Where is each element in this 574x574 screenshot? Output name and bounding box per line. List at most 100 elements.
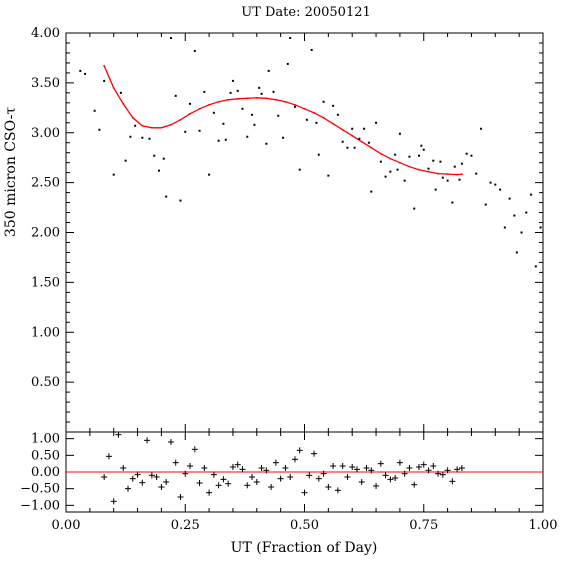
x-axis-label: UT (Fraction of Day)	[231, 540, 378, 556]
residual-point	[144, 437, 151, 444]
residual-point	[101, 474, 108, 480]
residual-point	[358, 479, 365, 485]
residual-point	[110, 498, 117, 505]
main-y-tick-label: 3.00	[31, 126, 60, 141]
residual-point	[229, 464, 236, 470]
fit-curve-point	[170, 123, 172, 126]
data-point	[231, 79, 234, 82]
data-point	[530, 193, 533, 196]
residual-point	[368, 467, 375, 474]
data-point	[515, 251, 518, 254]
data-point	[251, 113, 254, 116]
residual-point	[225, 480, 232, 487]
data-point	[277, 114, 280, 117]
fit-curve-point	[217, 101, 220, 103]
res-y-tick-label: 0.00	[31, 465, 60, 480]
data-point	[394, 153, 397, 156]
fit-curve-point	[284, 101, 287, 103]
fit-curve-point	[322, 116, 325, 119]
data-point	[112, 173, 115, 176]
main-axis-ticks: 0.50 1.00 1.50 2.00 2.50 3.00 3.50 4.00	[31, 26, 544, 432]
residual-point	[301, 489, 308, 496]
data-point	[475, 172, 478, 175]
fit-curve-point	[427, 170, 430, 173]
data-points-layer	[79, 36, 542, 268]
data-point	[408, 155, 411, 158]
data-point	[141, 136, 144, 139]
data-point	[458, 178, 461, 181]
data-point	[315, 121, 318, 124]
data-point	[358, 137, 361, 140]
residual-point	[454, 466, 461, 473]
data-point	[332, 104, 335, 107]
data-point	[470, 154, 473, 157]
residual-point	[306, 472, 313, 479]
data-point	[379, 160, 382, 163]
residual-point	[387, 476, 394, 483]
residual-point	[263, 467, 270, 474]
residual-point	[330, 463, 337, 469]
residual-point	[425, 467, 432, 474]
residual-point	[206, 489, 213, 496]
fit-curve-point	[256, 97, 258, 99]
main-y-tick-label: 1.00	[31, 325, 60, 340]
data-point	[282, 136, 285, 139]
data-point	[494, 183, 497, 186]
residual-point	[411, 481, 418, 488]
fit-curve-point	[198, 108, 201, 110]
data-point	[427, 167, 430, 170]
fit-curve-point	[418, 168, 420, 171]
residual-point	[315, 475, 322, 482]
residual-point	[296, 447, 303, 454]
fit-curve-point	[151, 126, 153, 129]
data-point	[134, 124, 137, 127]
residual-point	[287, 474, 294, 480]
residual-point	[282, 465, 289, 471]
fit-curve-layer	[103, 65, 463, 176]
residual-point	[177, 494, 184, 500]
data-point	[241, 107, 244, 110]
data-point	[165, 195, 168, 198]
data-point	[298, 168, 301, 171]
data-point	[129, 135, 132, 138]
data-point	[98, 128, 101, 131]
data-point	[403, 179, 406, 182]
data-point	[417, 154, 420, 157]
data-point	[489, 181, 492, 184]
residual-point	[311, 450, 318, 457]
x-tick-label: 0.75	[409, 518, 438, 533]
data-point	[93, 109, 96, 112]
residual-point	[244, 482, 251, 489]
residual-point	[382, 472, 389, 479]
residual-point	[373, 483, 380, 489]
data-point	[375, 121, 378, 124]
data-point	[413, 207, 416, 210]
data-point	[484, 203, 487, 206]
data-point	[446, 179, 449, 182]
data-point	[336, 113, 339, 116]
main-y-tick-label: 2.50	[31, 176, 60, 191]
x-tick-label: 0.00	[52, 518, 81, 533]
fit-curve-point	[189, 112, 191, 115]
residual-point	[182, 470, 189, 477]
residual-point	[268, 484, 275, 490]
data-point	[158, 169, 161, 172]
data-point	[451, 201, 454, 204]
residual-point	[344, 474, 351, 480]
data-point	[246, 135, 249, 138]
data-point	[508, 197, 511, 200]
fit-curve-point	[408, 165, 411, 168]
data-point	[346, 146, 349, 149]
residual-point	[191, 446, 198, 453]
data-point	[398, 132, 401, 135]
residual-point	[291, 456, 298, 463]
residual-point	[148, 472, 155, 479]
residual-point	[353, 466, 360, 473]
residual-point	[449, 478, 456, 485]
residual-point	[320, 470, 327, 477]
residual-point	[125, 485, 132, 492]
residual-point	[167, 439, 174, 445]
residual-point	[139, 479, 146, 486]
fit-curve-point	[227, 99, 229, 101]
fit-curve-point	[141, 124, 144, 127]
